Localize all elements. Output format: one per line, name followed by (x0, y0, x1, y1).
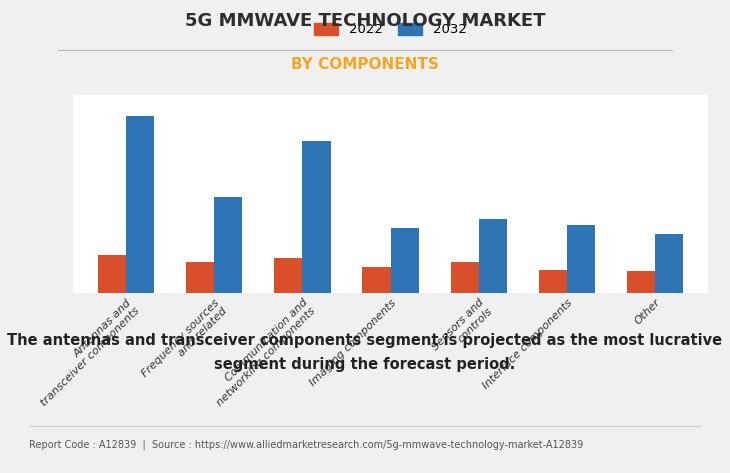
Bar (98, 255, 126, 293)
Text: segment during the forecast period.: segment during the forecast period. (215, 357, 515, 372)
Bar (214, 197, 242, 293)
Text: Report Code : A12839  |  Source : https://www.alliedmarketresearch.com/5g-mmwave: Report Code : A12839 | Source : https://… (29, 440, 583, 450)
Text: The antennas and transceiver components segment is projected as the most lucrati: The antennas and transceiver components … (7, 333, 723, 349)
Bar (656, 234, 683, 293)
Text: BY COMPONENTS: BY COMPONENTS (291, 57, 439, 72)
Bar (567, 225, 595, 293)
Bar (302, 141, 331, 293)
Bar (391, 228, 419, 293)
Bar (186, 262, 214, 293)
Bar (126, 116, 154, 293)
Legend: 2022, 2032: 2022, 2032 (310, 18, 472, 42)
Bar (362, 267, 391, 293)
Text: 5G MMWAVE TECHNOLOGY MARKET: 5G MMWAVE TECHNOLOGY MARKET (185, 12, 545, 30)
Bar (450, 262, 479, 293)
Bar (274, 258, 302, 293)
Bar (479, 219, 507, 293)
Bar (627, 271, 656, 293)
Bar (539, 270, 567, 293)
